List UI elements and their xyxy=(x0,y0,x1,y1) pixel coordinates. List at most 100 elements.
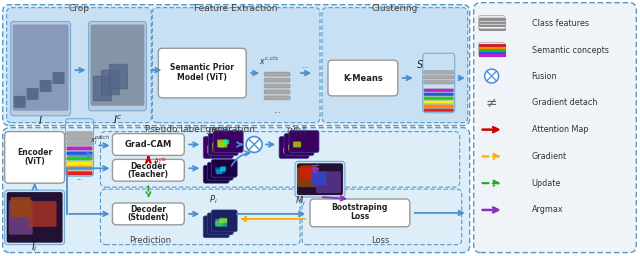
Text: Clustering: Clustering xyxy=(372,4,418,13)
FancyBboxPatch shape xyxy=(207,162,233,180)
FancyBboxPatch shape xyxy=(100,189,300,245)
Text: Crop: Crop xyxy=(68,4,89,13)
FancyBboxPatch shape xyxy=(264,84,290,88)
FancyBboxPatch shape xyxy=(207,145,217,153)
FancyBboxPatch shape xyxy=(424,97,454,100)
FancyBboxPatch shape xyxy=(289,131,319,152)
Text: $x^{c,cls}$: $x^{c,cls}$ xyxy=(259,55,279,67)
FancyBboxPatch shape xyxy=(310,199,410,227)
Text: $I_i$: $I_i$ xyxy=(31,240,38,253)
FancyBboxPatch shape xyxy=(208,134,238,155)
FancyBboxPatch shape xyxy=(67,156,93,160)
FancyBboxPatch shape xyxy=(264,90,290,94)
Text: ...: ... xyxy=(76,175,83,181)
FancyBboxPatch shape xyxy=(4,132,65,183)
Text: $\{M_i^k\}_1^K$: $\{M_i^k\}_1^K$ xyxy=(207,125,230,138)
FancyBboxPatch shape xyxy=(297,163,343,195)
Text: $\{\hat{M}_i^k\}_1^K$: $\{\hat{M}_i^k\}_1^K$ xyxy=(285,125,307,138)
FancyBboxPatch shape xyxy=(204,136,233,158)
FancyBboxPatch shape xyxy=(67,136,93,141)
FancyBboxPatch shape xyxy=(284,134,314,155)
Circle shape xyxy=(246,136,262,152)
FancyBboxPatch shape xyxy=(328,60,398,96)
FancyBboxPatch shape xyxy=(424,109,454,112)
FancyBboxPatch shape xyxy=(152,8,320,123)
FancyBboxPatch shape xyxy=(295,161,345,197)
FancyBboxPatch shape xyxy=(204,216,229,238)
FancyBboxPatch shape xyxy=(211,222,223,230)
Text: Semantic Prior: Semantic Prior xyxy=(170,63,234,72)
FancyBboxPatch shape xyxy=(158,48,246,98)
FancyBboxPatch shape xyxy=(204,165,229,183)
FancyBboxPatch shape xyxy=(288,144,296,151)
Text: Loss: Loss xyxy=(350,212,369,221)
FancyBboxPatch shape xyxy=(211,159,237,177)
Text: Gradient: Gradient xyxy=(532,152,566,161)
FancyBboxPatch shape xyxy=(67,152,93,155)
Text: $S$: $S$ xyxy=(416,58,424,70)
FancyBboxPatch shape xyxy=(6,8,152,123)
FancyBboxPatch shape xyxy=(6,192,63,243)
FancyBboxPatch shape xyxy=(211,210,237,232)
FancyBboxPatch shape xyxy=(11,197,31,217)
FancyBboxPatch shape xyxy=(90,25,145,106)
FancyBboxPatch shape xyxy=(213,131,243,152)
FancyBboxPatch shape xyxy=(13,25,68,111)
Text: Decoder: Decoder xyxy=(131,162,166,171)
FancyBboxPatch shape xyxy=(424,89,454,92)
FancyBboxPatch shape xyxy=(93,76,111,101)
FancyBboxPatch shape xyxy=(113,134,184,155)
Text: $\hat{M}_i$: $\hat{M}_i$ xyxy=(294,192,305,208)
FancyBboxPatch shape xyxy=(316,171,341,193)
FancyBboxPatch shape xyxy=(424,93,454,96)
Text: $I$: $I$ xyxy=(38,114,43,126)
Text: $I^c$: $I^c$ xyxy=(113,113,122,126)
FancyBboxPatch shape xyxy=(207,173,217,179)
Text: Attention Map: Attention Map xyxy=(532,125,588,134)
FancyBboxPatch shape xyxy=(29,201,56,227)
FancyBboxPatch shape xyxy=(67,146,93,151)
FancyBboxPatch shape xyxy=(215,221,223,226)
Text: Fusion: Fusion xyxy=(532,72,557,81)
FancyBboxPatch shape xyxy=(312,171,326,185)
FancyBboxPatch shape xyxy=(297,167,319,187)
FancyBboxPatch shape xyxy=(279,136,309,158)
FancyBboxPatch shape xyxy=(67,161,93,165)
FancyBboxPatch shape xyxy=(67,132,93,136)
FancyBboxPatch shape xyxy=(283,147,291,153)
FancyBboxPatch shape xyxy=(212,143,222,151)
FancyBboxPatch shape xyxy=(13,96,26,108)
FancyBboxPatch shape xyxy=(4,190,65,245)
FancyBboxPatch shape xyxy=(40,80,52,92)
FancyBboxPatch shape xyxy=(223,140,229,144)
FancyBboxPatch shape xyxy=(207,225,220,233)
Text: K-Means: K-Means xyxy=(343,73,383,82)
FancyBboxPatch shape xyxy=(52,72,65,84)
Text: Decoder: Decoder xyxy=(131,205,166,215)
Text: Argmax: Argmax xyxy=(532,205,563,215)
Text: Encoder: Encoder xyxy=(17,148,52,157)
Text: Loss: Loss xyxy=(371,236,389,245)
Text: Update: Update xyxy=(532,179,561,188)
FancyBboxPatch shape xyxy=(113,203,184,225)
Text: Semantic concepts: Semantic concepts xyxy=(532,46,609,55)
Text: ...: ... xyxy=(273,106,281,115)
FancyBboxPatch shape xyxy=(212,172,218,177)
FancyBboxPatch shape xyxy=(322,8,468,123)
Text: $P_i$: $P_i$ xyxy=(209,194,218,206)
FancyBboxPatch shape xyxy=(67,171,93,175)
FancyBboxPatch shape xyxy=(67,142,93,145)
FancyBboxPatch shape xyxy=(3,128,470,253)
FancyBboxPatch shape xyxy=(215,219,227,227)
FancyBboxPatch shape xyxy=(293,142,301,147)
FancyBboxPatch shape xyxy=(264,78,290,82)
Text: ...: ... xyxy=(435,90,442,96)
FancyBboxPatch shape xyxy=(207,213,233,235)
FancyBboxPatch shape xyxy=(9,200,33,235)
Text: Bootstraping: Bootstraping xyxy=(332,204,388,212)
FancyBboxPatch shape xyxy=(113,159,184,181)
FancyBboxPatch shape xyxy=(424,71,454,74)
FancyBboxPatch shape xyxy=(264,96,290,100)
Text: $A_L^{cls}$: $A_L^{cls}$ xyxy=(154,156,168,169)
FancyBboxPatch shape xyxy=(100,132,460,187)
